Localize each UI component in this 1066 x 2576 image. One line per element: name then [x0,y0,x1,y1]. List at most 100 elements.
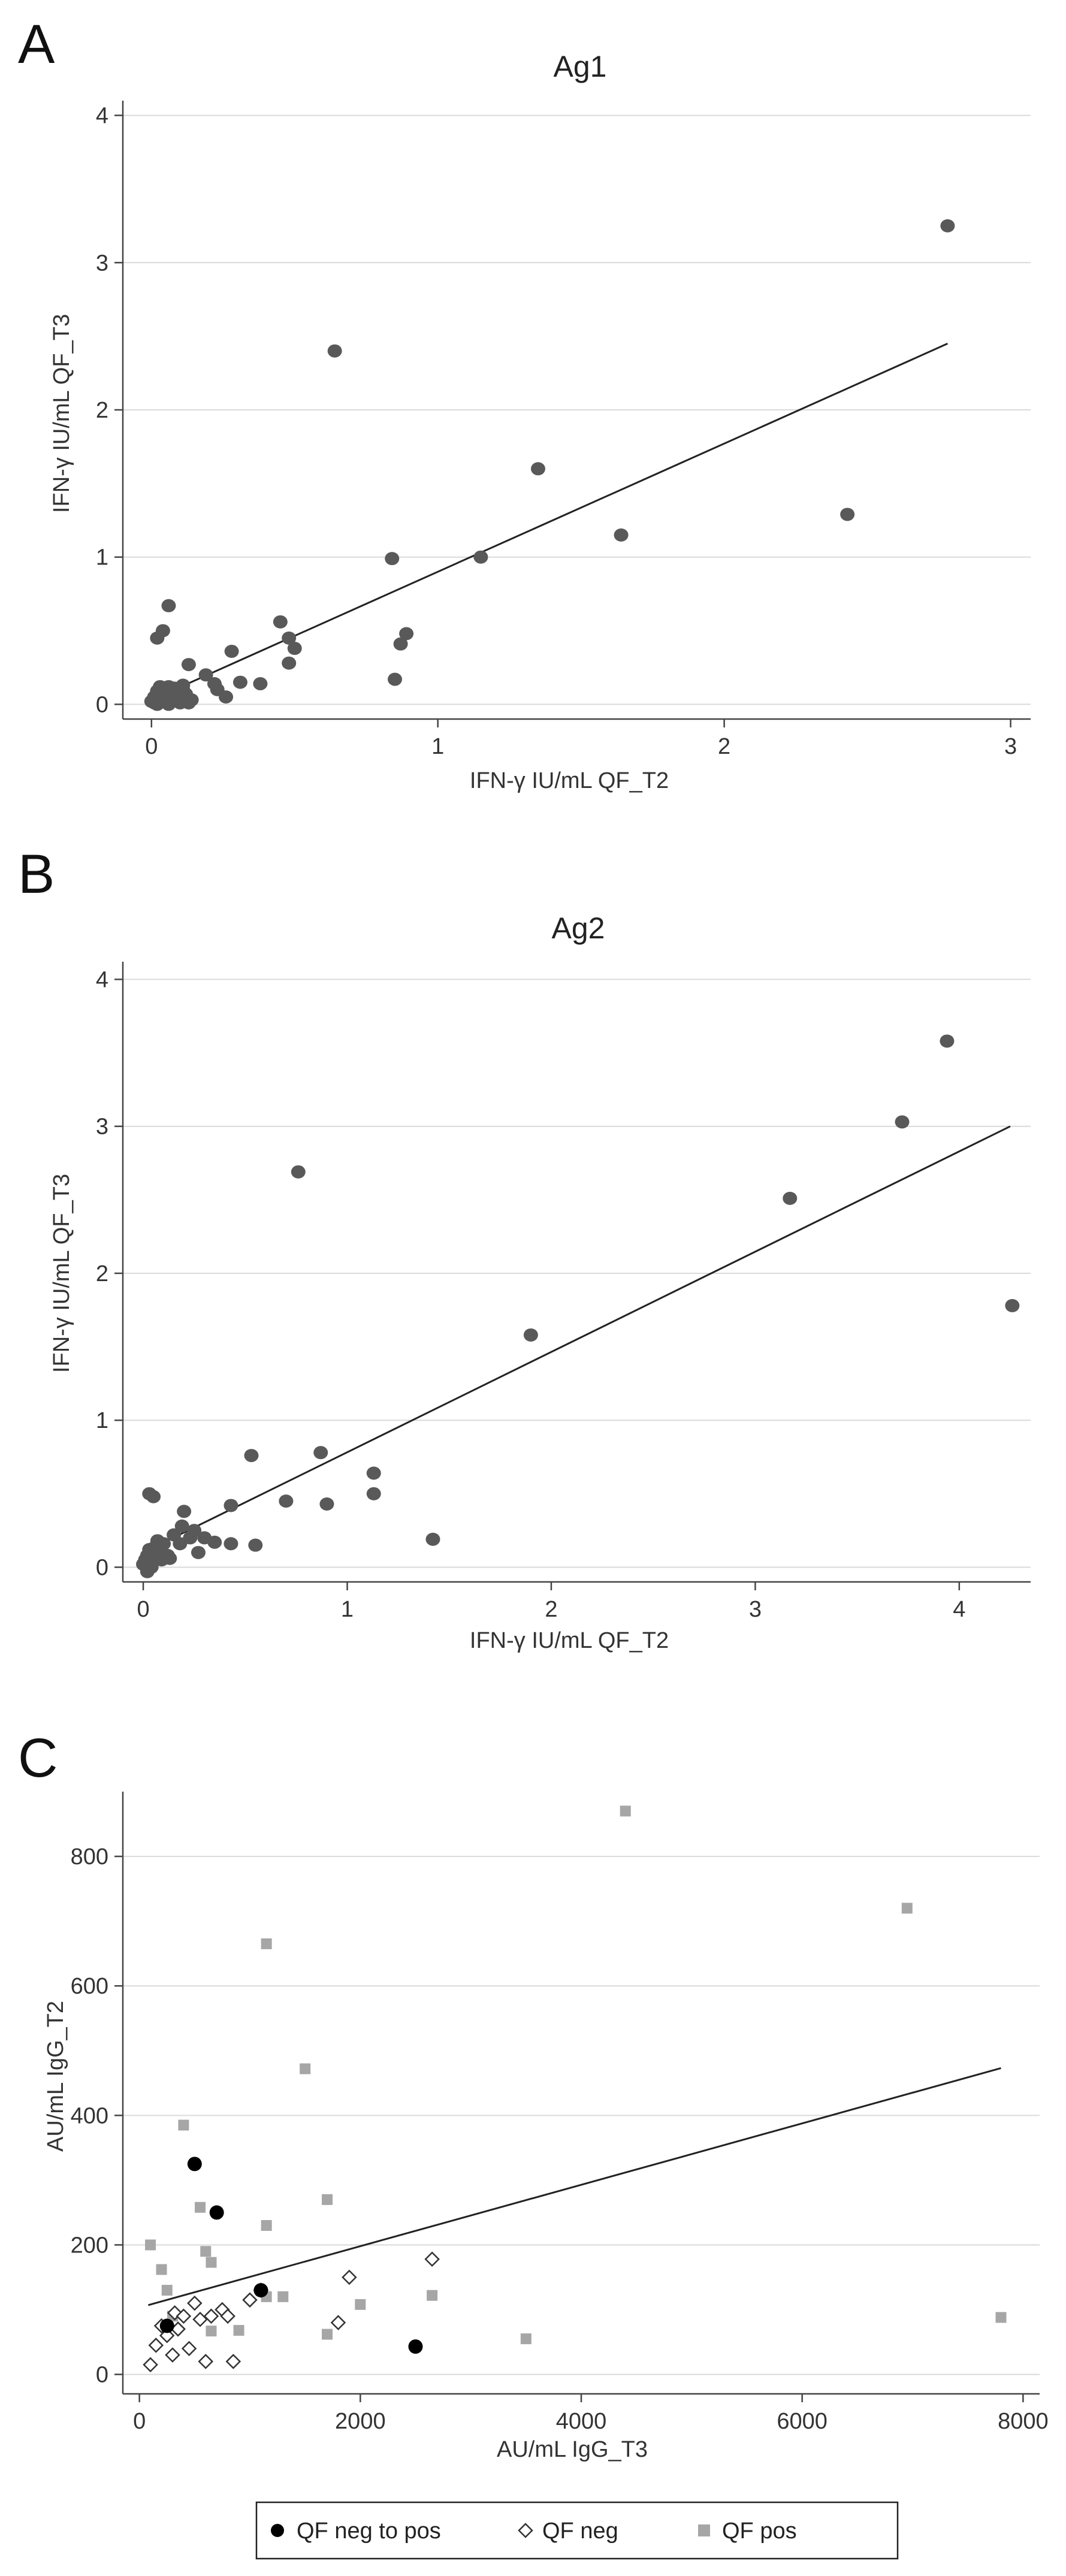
scatter-point-a-6 [473,550,488,564]
panel-b-x-axis-label: IFN-γ IU/mL QF_T2 [470,1628,669,1653]
scatter-point-c-s1-18 [330,2315,346,2330]
scatter-point-c-s2-21 [322,2329,333,2340]
scatter-point-c-s2-17 [520,2333,532,2345]
scatter-point-c-s2-4 [178,2119,189,2131]
panel-b-chart: B Ag2 0 1 2 3 4 0 1 2 3 4 IFN-γ IU/mL QF_T2 IFN-γ… [18,844,1031,1653]
scatter-point-c-s2-19 [233,2325,244,2336]
scatter-point-c-s1-15 [225,2354,241,2369]
scatter-point-c-s2-15 [355,2299,366,2310]
panel-b-fit [143,1125,1011,1554]
scatter-point-c-s1-4 [165,2347,180,2363]
fit-line-b [143,1125,1011,1554]
scatter-point-a-19 [232,675,247,689]
y-tick-label-a-2: 2 [96,398,108,423]
scatter-point-b-7 [313,1446,328,1460]
scatter-point-a-17 [181,658,196,672]
y-tick-label-c-4: 800 [71,1844,108,1870]
scatter-point-c-s1-16 [242,2292,258,2308]
y-tick-label-c-3: 600 [71,1974,108,1999]
panel-c-letter: C [18,1728,58,1789]
y-tick-label-b-3: 3 [96,1115,108,1140]
x-tick-label-c-1: 2000 [335,2409,386,2434]
x-tick-label-c-3: 6000 [777,2409,828,2434]
scatter-point-a-21 [282,656,297,670]
y-tick-label-a-4: 4 [96,104,108,129]
scatter-point-a-13 [399,627,414,641]
x-tick-label-a-2: 2 [718,734,730,759]
scatter-point-c-s0-4 [408,2339,423,2354]
scatter-point-c-s1-9 [187,2295,203,2311]
panel-b-y-axis-label: IFN-γ IU/mL QF_T3 [49,1174,74,1373]
scatter-point-b-12 [425,1532,440,1546]
scatter-point-a-15 [388,672,403,686]
scatter-point-c-s1-12 [203,2308,219,2324]
scatter-point-c-s1-19 [342,2269,357,2285]
scatter-point-c-s2-0 [620,1805,631,1817]
scatter-point-b-15 [224,1537,238,1551]
y-tick-label-c-1: 200 [71,2233,108,2258]
y-tick-label-b-4: 4 [96,967,108,992]
panel-c-x-axis-label: AU/mL IgG_T3 [497,2437,648,2462]
scatter-point-c-s2-8 [261,2220,272,2231]
scatter-point-a-16 [224,644,239,658]
scatter-point-c-s2-12 [200,2246,212,2257]
panel-a-letter: A [18,14,55,75]
x-tick-label-b-1: 1 [341,1597,354,1622]
x-tick-label-b-4: 4 [953,1597,965,1622]
x-tick-label-a-3: 3 [1004,734,1017,759]
scatter-point-b-17 [146,1490,161,1503]
scatter-point-c-s1-14 [220,2308,235,2324]
scatter-point-c-s1-7 [176,2308,192,2324]
scatter-point-c-s1-1 [148,2338,164,2353]
fit-line-a [151,343,949,701]
y-tick-label-a-0: 0 [96,692,108,717]
scatter-point-c-s2-14 [277,2291,289,2302]
scatter-point-c-s0-0 [187,2157,202,2172]
scatter-point-c-s0-3 [159,2318,174,2333]
scatter-point-c-s2-20 [206,2326,217,2337]
scatter-point-b-9 [319,1497,334,1511]
panel-b-axes: 0 1 2 3 4 0 1 2 3 4 [96,962,1031,1622]
panel-c-gridlines [123,1856,1040,2375]
y-tick-label-b-1: 1 [96,1408,108,1433]
fit-line-c [147,2067,1001,2306]
scatter-point-b-10 [366,1487,381,1500]
scatter-point-c-s1-0 [143,2357,158,2373]
legend-label-neg: QF neg [542,2518,618,2544]
x-tick-label-a-0: 0 [145,734,158,759]
y-tick-label-a-3: 3 [96,250,108,276]
scatter-point-a-14 [393,637,408,651]
panel-a-points [144,219,955,711]
scatter-point-b-5 [523,1328,538,1342]
scatter-point-b-4 [291,1165,306,1179]
panel-a-gridlines [123,114,1031,705]
x-tick-label-c-4: 8000 [998,2409,1049,2434]
x-tick-label-b-0: 0 [137,1597,149,1622]
scatter-point-b-40 [173,1537,188,1551]
scatter-point-c-s0-2 [253,2283,268,2298]
scatter-point-c-s2-10 [156,2264,167,2275]
panel-b-points [136,1034,1020,1578]
scatter-point-c-s2-5 [322,2194,333,2205]
scatter-point-a-23 [219,690,234,704]
scatter-point-c-s1-5 [167,2305,183,2321]
panel-a-chart: A Ag1 0 1 2 3 4 0 1 2 3 IFN-γ IU/mL QF_T2 IFN-γ … [18,14,1031,793]
y-tick-label-c-2: 400 [71,2103,108,2128]
scatter-point-b-24 [191,1545,206,1559]
scatter-point-a-20 [253,677,268,691]
scatter-point-b-6 [244,1449,259,1463]
x-tick-label-c-2: 4000 [556,2409,607,2434]
legend-label-neg-to-pos: QF neg to pos [297,2518,441,2544]
scatter-point-b-19 [174,1519,189,1533]
scatter-point-a-2 [530,462,545,476]
scatter-point-c-s1-8 [181,2341,197,2357]
scatter-point-c-s2-6 [195,2201,206,2213]
scatter-point-b-23 [207,1535,222,1549]
scatter-point-c-s1-10 [192,2311,208,2327]
panel-c-y-axis-label: AU/mL IgG_T2 [43,2001,68,2152]
scatter-point-b-8 [279,1494,294,1508]
y-tick-label-b-0: 0 [96,1555,108,1580]
scatter-point-a-48 [176,678,191,692]
